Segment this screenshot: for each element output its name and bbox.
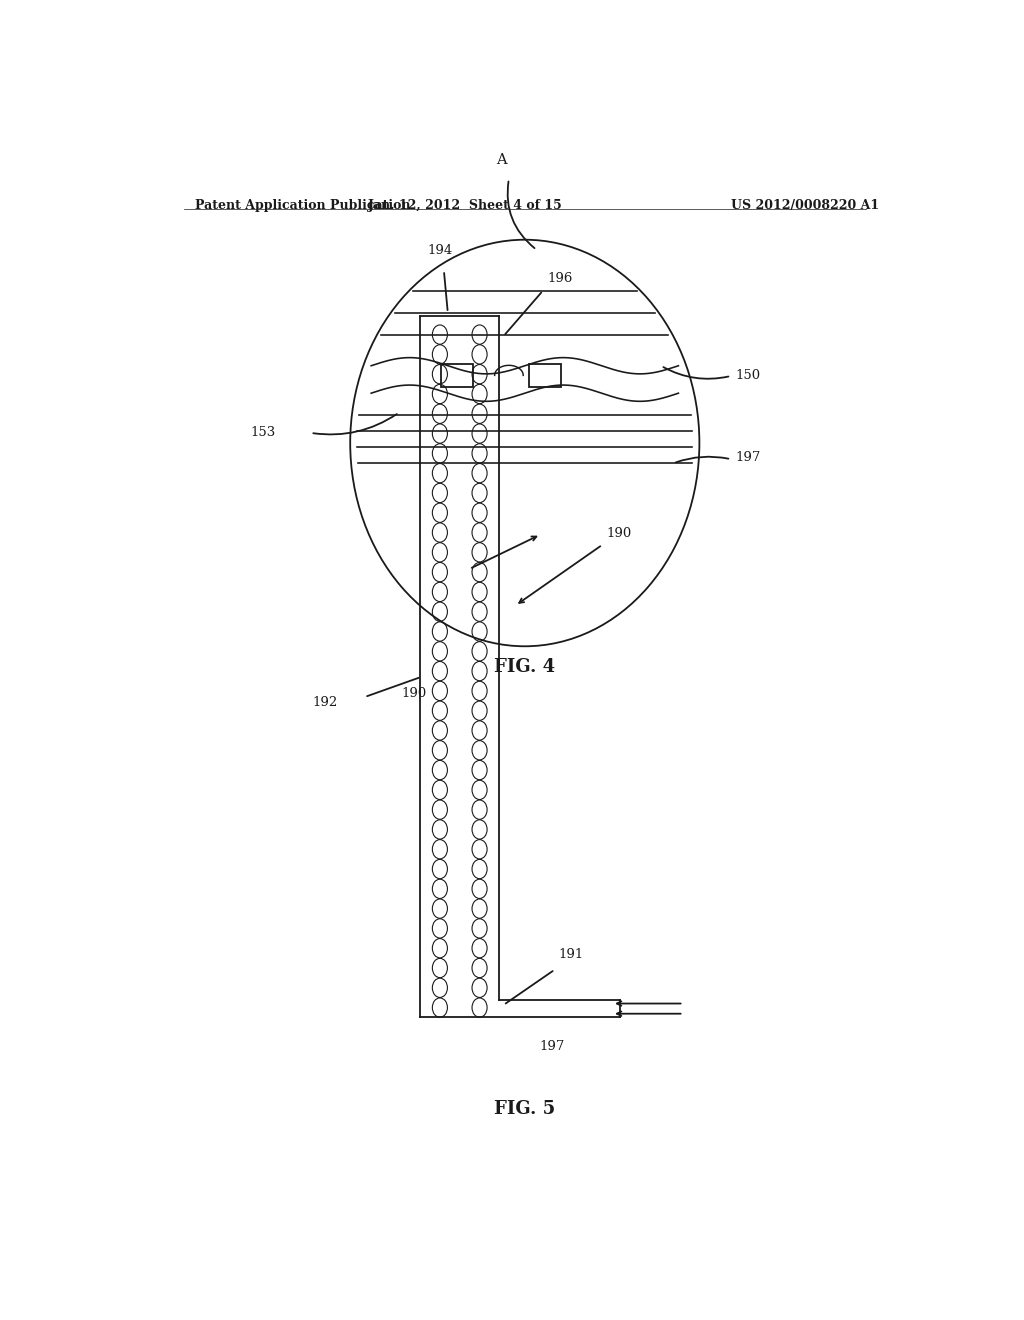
- Text: Patent Application Publication: Patent Application Publication: [196, 199, 411, 213]
- Text: 192: 192: [312, 696, 338, 709]
- Text: Jan. 12, 2012  Sheet 4 of 15: Jan. 12, 2012 Sheet 4 of 15: [368, 199, 562, 213]
- Text: 196: 196: [547, 272, 572, 285]
- Text: 190: 190: [401, 686, 426, 700]
- Text: 153: 153: [250, 426, 275, 440]
- Text: 194: 194: [427, 244, 453, 257]
- Text: 190: 190: [606, 527, 632, 540]
- Text: 197: 197: [539, 1040, 564, 1052]
- Bar: [528, 364, 560, 387]
- Text: 191: 191: [559, 948, 584, 961]
- Text: 197: 197: [735, 450, 761, 463]
- Text: 150: 150: [735, 370, 760, 383]
- Text: FIG. 5: FIG. 5: [495, 1100, 555, 1118]
- Text: A: A: [496, 153, 506, 166]
- Text: FIG. 4: FIG. 4: [495, 657, 555, 676]
- Bar: [441, 364, 473, 387]
- Text: US 2012/0008220 A1: US 2012/0008220 A1: [731, 199, 880, 213]
